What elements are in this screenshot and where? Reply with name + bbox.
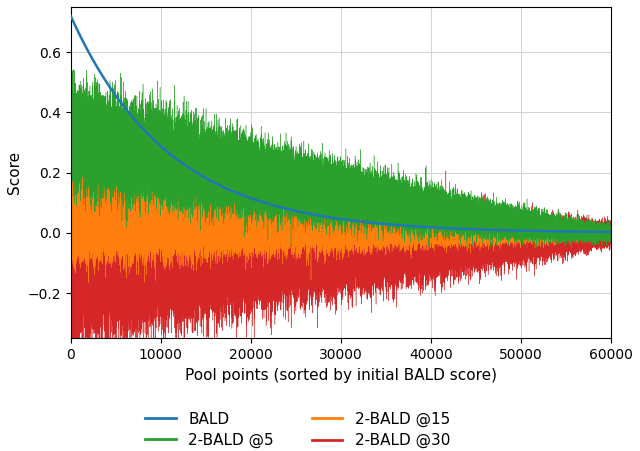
X-axis label: Pool points (sorted by initial BALD score): Pool points (sorted by initial BALD scor…	[185, 368, 497, 382]
Y-axis label: Score: Score	[7, 151, 22, 194]
Legend: BALD, 2-BALD @5, 2-BALD @15, 2-BALD @30: BALD, 2-BALD @5, 2-BALD @15, 2-BALD @30	[140, 405, 456, 451]
